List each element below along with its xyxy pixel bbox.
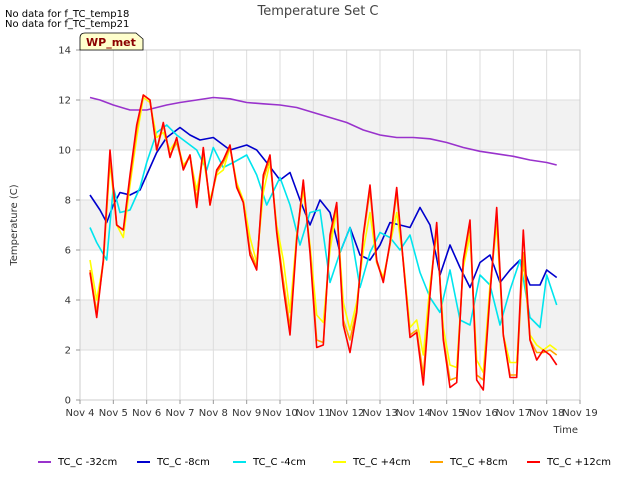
legend-item: TC_C -32cm [38, 457, 117, 468]
y-tick-label: 6 [65, 246, 71, 257]
y-tick-label: 8 [65, 196, 71, 207]
x-axis-ticks: Nov 4 Nov 5 Nov 6 Nov 7 Nov 8 Nov 9 Nov 10Nov … [65, 400, 598, 419]
y-tick-label: 12 [58, 96, 71, 107]
y-tick-label: 10 [58, 146, 71, 157]
y-tick-label: 0 [65, 396, 71, 407]
plot-area-frame [79, 49, 581, 401]
y-tick-label: 14 [58, 46, 71, 57]
legend-label: TC_C +8cm [449, 457, 508, 468]
legend-label: TC_C +4cm [352, 457, 411, 468]
series-line-2 [89, 124, 558, 329]
legend-label: TC_C -4cm [252, 457, 306, 468]
x-tick-label: Nov 11 [296, 408, 331, 419]
chart-title: Temperature Set C [256, 4, 378, 19]
no-data-message-1: No data for f_TC_temp18 [5, 9, 130, 20]
x-tick-label: Nov 9 [232, 408, 261, 419]
wp-met-badge: WP_met [79, 32, 144, 51]
x-tick-label: Nov 5 [99, 408, 128, 419]
x-tick-label: Nov 16 [462, 408, 497, 419]
x-tick-label: Nov 17 [496, 408, 531, 419]
legend-item: TC_C +4cm [333, 457, 411, 468]
legend-item: TC_C -4cm [233, 457, 306, 468]
x-tick-label: Nov 7 [165, 408, 194, 419]
y-tick-label: 4 [65, 296, 71, 307]
legend: TC_C -32cm TC_C -8cm TC_C -4cm TC_C +4cm TC_… [38, 457, 611, 468]
x-tick-label: Nov 8 [199, 408, 228, 419]
y-tick-label: 2 [65, 346, 71, 357]
x-tick-label: Nov 18 [529, 408, 564, 419]
y-axis-label: Temperature (C) [9, 184, 20, 266]
legend-label: TC_C -32cm [57, 457, 117, 468]
x-tick-label: Nov 13 [362, 408, 397, 419]
series-line-0 [89, 96, 557, 166]
legend-item: TC_C -8cm [137, 457, 210, 468]
y-axis-ticks: 0 2 4 6 8 10 12 14 [58, 46, 80, 407]
x-tick-label: Nov 6 [132, 408, 161, 419]
x-axis-label: Time [553, 425, 578, 436]
legend-item: TC_C +12cm [527, 457, 611, 468]
badge-label: WP_met [86, 36, 136, 49]
legend-item: TC_C +8cm [430, 457, 508, 468]
series-lines [89, 94, 558, 391]
x-tick-label: Nov 12 [329, 408, 364, 419]
legend-label: TC_C +12cm [546, 457, 611, 468]
series-line-1 [89, 126, 558, 289]
x-tick-label: Nov 14 [396, 408, 431, 419]
background-band [80, 300, 580, 350]
legend-label: TC_C -8cm [156, 457, 210, 468]
x-tick-label: Nov 19 [562, 408, 597, 419]
no-data-message-2: No data for f_TC_temp21 [5, 19, 130, 30]
x-tick-label: Nov 10 [262, 408, 297, 419]
x-tick-label: Nov 4 [65, 408, 94, 419]
x-tick-label: Nov 15 [429, 408, 464, 419]
series-line-5 [89, 94, 558, 391]
